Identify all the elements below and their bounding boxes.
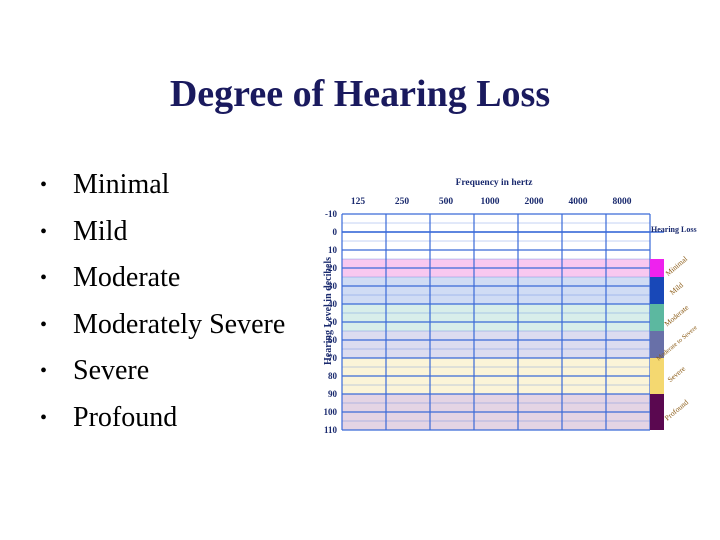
- bullet-text: Severe: [73, 355, 150, 386]
- y-tick-label: 100: [324, 407, 338, 417]
- legend-bar-profound: [650, 394, 664, 430]
- y-tick-label: 90: [328, 389, 338, 399]
- y-tick-label: 30: [328, 281, 338, 291]
- legend-title: Hearing Loss: [651, 225, 697, 234]
- band-moderate-to-severe: [342, 331, 650, 358]
- y-tick-label: 70: [328, 353, 338, 363]
- chart-title: Frequency in hertz: [456, 178, 534, 188]
- legend-bar-mild: [650, 277, 664, 304]
- bullet-dot-icon: •: [40, 313, 48, 336]
- bullet-item-moderate: • Moderate: [40, 255, 285, 302]
- bullet-list: • Minimal • Mild • Moderate • Moderately Sev…: [40, 162, 285, 441]
- legend-label-profound: Profound: [663, 398, 690, 423]
- x-tick-label: 8000: [613, 197, 632, 207]
- bullet-text: Moderately Severe: [73, 308, 286, 340]
- legend-label-severe: Severe: [666, 364, 688, 384]
- bullet-item-severe: • Severe: [40, 348, 285, 395]
- legend-bar-minimal: [650, 259, 664, 277]
- band-mild: [342, 277, 650, 304]
- bullet-item-mild: • Mild: [40, 209, 285, 256]
- x-tick-label: 2000: [525, 197, 544, 207]
- hearing-bands: [342, 259, 650, 430]
- y-tick-label: 10: [328, 245, 338, 255]
- legend-bar-severe: [650, 358, 664, 394]
- chart-grid: [341, 213, 664, 431]
- bullet-dot-icon: •: [40, 220, 48, 243]
- bullet-item-profound: • Profound: [40, 395, 285, 442]
- audiogram-chart: 125 250 500 1000 2000 4000 8000 -10 0 10 20 30 40 50 6…: [323, 178, 699, 435]
- legend-label-mild: Mild: [668, 280, 685, 296]
- bullet-dot-icon: •: [40, 267, 48, 289]
- bullet-text: Moderate: [73, 262, 181, 293]
- legend-bar-moderate: [650, 304, 664, 331]
- x-tick-label: 500: [439, 197, 454, 207]
- x-tick-label: 4000: [569, 197, 588, 207]
- x-tick-label: 250: [395, 197, 410, 207]
- bullet-dot-icon: •: [40, 360, 48, 382]
- bullet-item-minimal: • Minimal: [40, 162, 285, 209]
- bullet-dot-icon: •: [40, 406, 48, 429]
- band-moderate: [342, 304, 650, 331]
- legend-label-moderate: Moderate: [662, 302, 690, 328]
- y-tick-label: 0: [333, 227, 338, 237]
- y-tick-label: 50: [328, 317, 338, 327]
- y-tick-label: -10: [325, 209, 337, 219]
- y-tick-label: 60: [328, 335, 338, 345]
- y-tick-label: 40: [328, 299, 338, 309]
- slide-title: Degree of Hearing Loss: [169, 73, 551, 115]
- legend-label-minimal: Minimal: [664, 254, 690, 278]
- y-tick-label: 110: [324, 425, 338, 435]
- bullet-dot-icon: •: [40, 174, 48, 196]
- bullet-text: Mild: [73, 215, 128, 247]
- x-tick-label: 1000: [481, 197, 500, 207]
- y-tick-label: 80: [328, 371, 338, 381]
- bullet-item-moderately-severe: • Moderately Severe: [40, 302, 285, 349]
- tick-labels: 125 250 500 1000 2000 4000 8000 -10 0 10 20 30 40 50 6…: [324, 197, 632, 435]
- y-axis-label: Hearing Level in decibels: [323, 257, 334, 365]
- legend-bar-moderate-to-severe: [650, 331, 664, 358]
- legend-color-bars: [650, 259, 664, 430]
- bullet-text: Minimal: [73, 169, 170, 200]
- bullet-text: Profound: [73, 401, 178, 433]
- x-tick-label: 125: [351, 197, 366, 207]
- y-tick-label: 20: [328, 263, 338, 273]
